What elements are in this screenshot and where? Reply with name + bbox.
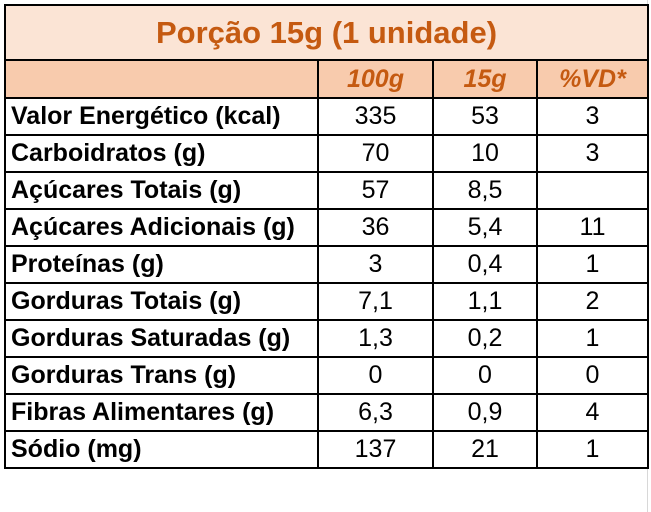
value-100g-cell[interactable]: 36 [317,208,434,247]
value-100g-cell[interactable]: 70 [317,134,434,173]
value-100g-cell[interactable]: 335 [317,97,434,136]
value-100g-cell[interactable]: 7,1 [317,282,434,321]
header-cell-empty[interactable] [4,59,319,99]
row-label-cell[interactable]: Fibras Alimentares (g) [4,393,319,432]
value-15g-cell[interactable]: 53 [432,97,538,136]
value-15g-cell[interactable]: 8,5 [432,171,538,210]
row-label-cell[interactable]: Gorduras Trans (g) [4,356,319,395]
value-vd-cell[interactable]: 3 [536,134,649,173]
value-15g-cell[interactable]: 5,4 [432,208,538,247]
value-15g-cell[interactable]: 0,9 [432,393,538,432]
header-cell-100g[interactable]: 100g [317,59,434,99]
table-row: Proteínas (g) 3 0,4 1 [4,245,649,284]
value-vd-cell[interactable]: 11 [536,208,649,247]
row-label-cell[interactable]: Sódio (mg) [4,430,319,469]
row-label-cell[interactable]: Carboidratos (g) [4,134,319,173]
value-15g-cell[interactable]: 1,1 [432,282,538,321]
value-vd-cell[interactable]: 1 [536,319,649,358]
header-cell-vd[interactable]: %VD* [536,59,649,99]
value-15g-cell[interactable]: 0,2 [432,319,538,358]
row-label-cell[interactable]: Gorduras Totais (g) [4,282,319,321]
value-vd-cell[interactable]: 4 [536,393,649,432]
header-row: 100g 15g %VD* [4,59,649,99]
table-row: Gorduras Totais (g) 7,1 1,1 2 [4,282,649,321]
nutrition-table: Porção 15g (1 unidade) 100g 15g %VD* Val… [4,4,649,469]
value-15g-cell[interactable]: 10 [432,134,538,173]
value-vd-cell[interactable]: 0 [536,356,649,395]
value-vd-cell[interactable] [536,171,649,210]
row-label-cell[interactable]: Valor Energético (kcal) [4,97,319,136]
row-label-cell[interactable]: Gorduras Saturadas (g) [4,319,319,358]
row-label-cell[interactable]: Açúcares Totais (g) [4,171,319,210]
table-row: Açúcares Adicionais (g) 36 5,4 11 [4,208,649,247]
value-vd-cell[interactable]: 2 [536,282,649,321]
header-cell-15g[interactable]: 15g [432,59,538,99]
value-100g-cell[interactable]: 137 [317,430,434,469]
value-100g-cell[interactable]: 3 [317,245,434,284]
table-row: Sódio (mg) 137 21 1 [4,430,649,469]
table-row: Gorduras Trans (g) 0 0 0 [4,356,649,395]
value-vd-cell[interactable]: 1 [536,430,649,469]
value-15g-cell[interactable]: 0,4 [432,245,538,284]
value-100g-cell[interactable]: 6,3 [317,393,434,432]
value-vd-cell[interactable]: 3 [536,97,649,136]
row-label-cell[interactable]: Proteínas (g) [4,245,319,284]
value-vd-cell[interactable]: 1 [536,245,649,284]
value-15g-cell[interactable]: 21 [432,430,538,469]
table-row: Gorduras Saturadas (g) 1,3 0,2 1 [4,319,649,358]
value-100g-cell[interactable]: 1,3 [317,319,434,358]
value-15g-cell[interactable]: 0 [432,356,538,395]
table-row: Açúcares Totais (g) 57 8,5 [4,171,649,210]
value-100g-cell[interactable]: 0 [317,356,434,395]
table-row: Fibras Alimentares (g) 6,3 0,9 4 [4,393,649,432]
row-label-cell[interactable]: Açúcares Adicionais (g) [4,208,319,247]
table-row: Carboidratos (g) 70 10 3 [4,134,649,173]
value-100g-cell[interactable]: 57 [317,171,434,210]
table-title[interactable]: Porção 15g (1 unidade) [4,4,649,61]
title-row: Porção 15g (1 unidade) [4,4,649,61]
table-row: Valor Energético (kcal) 335 53 3 [4,97,649,136]
